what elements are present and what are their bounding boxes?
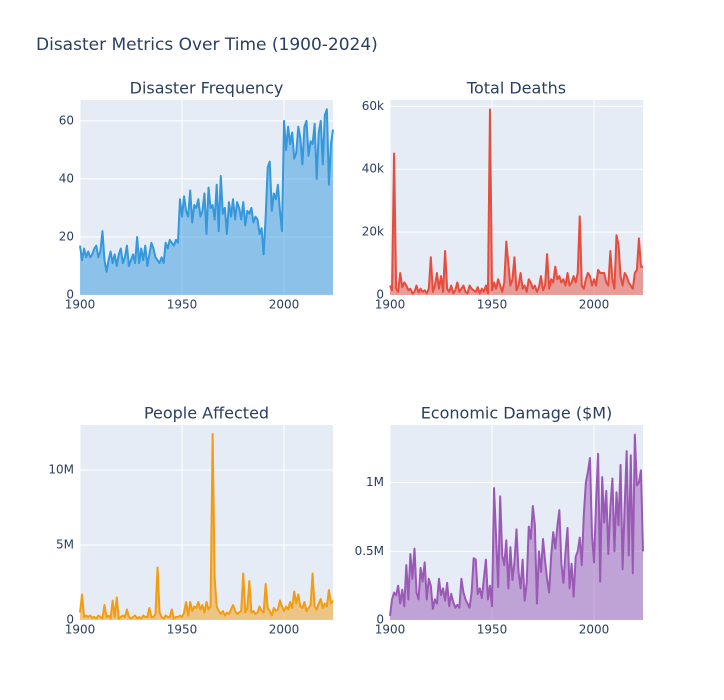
- x-tick-label: 1950: [477, 298, 508, 312]
- y-tick-label: 40k: [362, 162, 384, 176]
- area-fill: [80, 109, 333, 295]
- subplot-title: People Affected: [144, 404, 269, 423]
- x-tick-label: 1900: [375, 623, 406, 637]
- y-tick-label: 0: [376, 288, 384, 302]
- area-fill: [390, 434, 643, 620]
- figure-title: Disaster Metrics Over Time (1900-2024): [36, 35, 378, 55]
- x-tick-label: 2000: [269, 623, 300, 637]
- subplot-title: Economic Damage ($M): [421, 404, 613, 423]
- y-tick-label: 40: [59, 171, 74, 185]
- y-tick-label: 60: [59, 113, 74, 127]
- x-tick-label: 2000: [579, 298, 610, 312]
- x-tick-label: 1900: [65, 623, 96, 637]
- x-tick-label: 2000: [579, 623, 610, 637]
- y-tick-label: 0: [66, 288, 74, 302]
- y-tick-label: 5M: [56, 538, 74, 552]
- y-tick-label: 0: [376, 613, 384, 627]
- line: [389, 108, 643, 295]
- y-tick-label: 20k: [362, 225, 384, 239]
- y-tick-label: 0.5M: [355, 544, 384, 558]
- subplot-title: Total Deaths: [466, 79, 566, 98]
- line: [79, 433, 334, 620]
- subplot-title: Disaster Frequency: [130, 79, 284, 98]
- line: [79, 108, 334, 273]
- x-tick-label: 2000: [269, 298, 300, 312]
- x-tick-label: 1950: [167, 623, 198, 637]
- plot-area: [390, 100, 643, 295]
- y-tick-label: 1M: [366, 475, 384, 489]
- x-tick-label: 1950: [167, 298, 198, 312]
- y-tick-label: 20: [59, 229, 74, 243]
- plot-area: [80, 425, 333, 620]
- x-tick-label: 1900: [375, 298, 406, 312]
- line: [389, 433, 644, 617]
- y-tick-label: 60k: [362, 99, 384, 113]
- x-tick-label: 1950: [477, 623, 508, 637]
- y-tick-label: 0: [66, 613, 74, 627]
- y-tick-label: 10M: [48, 463, 74, 477]
- x-tick-label: 1900: [65, 298, 96, 312]
